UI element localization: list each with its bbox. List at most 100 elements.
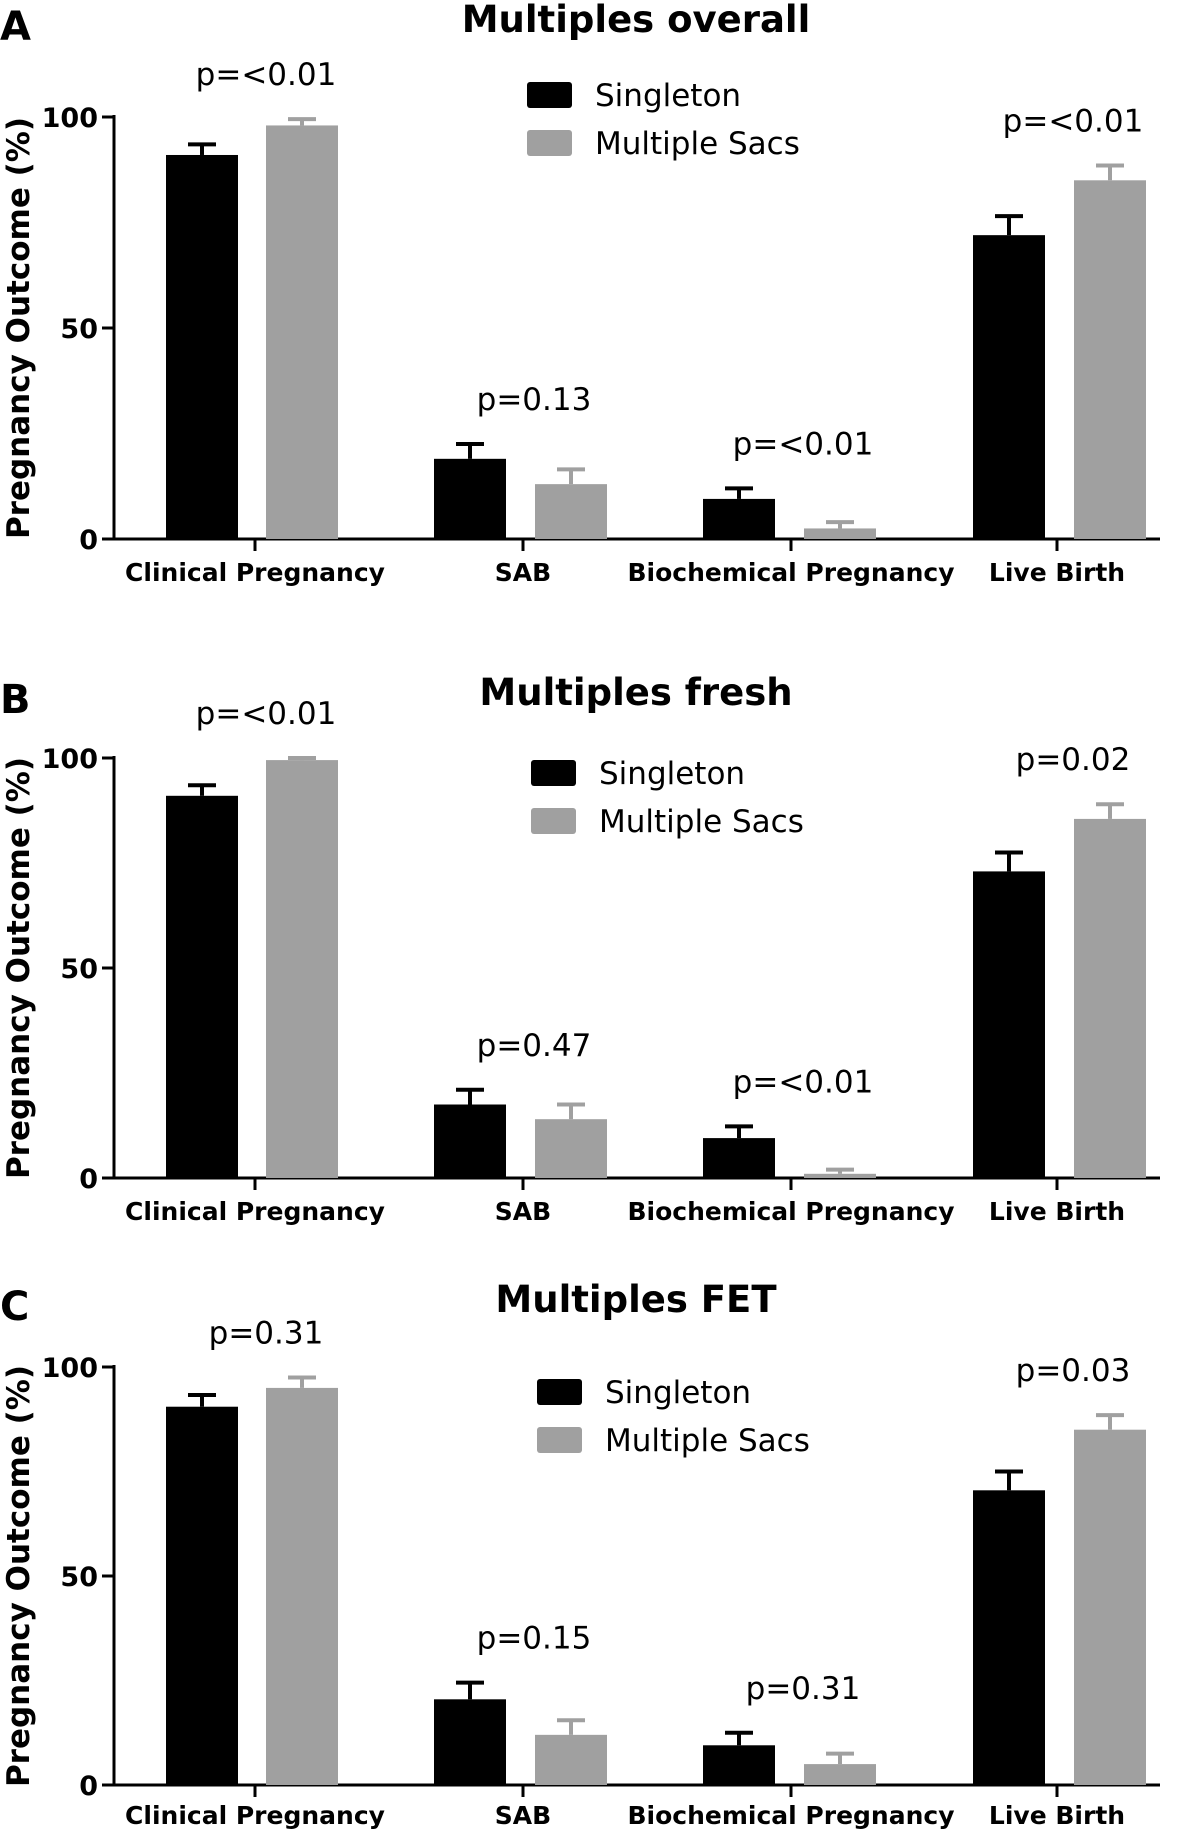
- panel-c-bar-multiple-sacs-sab: [535, 1734, 607, 1785]
- panel-a: A Multiples overall Pregnancy Outcome (%) 0…: [0, 0, 1160, 587]
- panel-c-bar-singleton-live-birth: [973, 1490, 1045, 1785]
- panel-b-bar-singleton-biochemical-pregnancy: [703, 1138, 775, 1178]
- panel-a-legend-label-multiple-sacs: Multiple Sacs: [595, 126, 800, 162]
- panel-a-error-bar-singleton-clinical-pregnancy: [188, 142, 216, 155]
- panel-a-error-bar-multiple-sacs-sab: [557, 467, 585, 485]
- panel-c-error-bar-multiple-sacs-sab: [557, 1718, 585, 1735]
- panel-c-error-bar-multiple-sacs-live-birth: [1096, 1413, 1124, 1430]
- panel-a-bar-multiple-sacs-clinical-pregnancy: [266, 125, 338, 539]
- panel-b-error-bar-singleton-live-birth: [995, 850, 1023, 872]
- panel-b-y-tick-label-50: 50: [60, 954, 98, 985]
- panel-b-legend: Singleton Multiple Sacs: [531, 756, 804, 840]
- panel-b: B Multiples fresh Pregnancy Outcome (%) 0 50…: [0, 671, 1160, 1226]
- panel-a-legend-swatch-singleton: [527, 82, 572, 108]
- panel-c-bar-multiple-sacs-clinical-pregnancy: [266, 1387, 338, 1785]
- panel-b-category-label-biochemical-pregnancy: Biochemical Pregnancy: [627, 1197, 954, 1226]
- panel-b-p-value-sab: p=0.47: [477, 1028, 592, 1064]
- panel-c-y-axis-label: Pregnancy Outcome (%): [1, 1365, 37, 1787]
- panel-a-bar-multiple-sacs-live-birth: [1074, 180, 1146, 540]
- panel-a-title: Multiples overall: [462, 0, 811, 41]
- panel-b-error-bar-singleton-clinical-pregnancy: [188, 783, 216, 796]
- panel-b-category-label-clinical-pregnancy: Clinical Pregnancy: [125, 1197, 385, 1226]
- panel-a-legend-swatch-multiple-sacs: [527, 130, 572, 156]
- panel-c-legend: Singleton Multiple Sacs: [537, 1375, 810, 1459]
- panel-b-bar-singleton-live-birth: [973, 871, 1045, 1178]
- panel-b-error-bar-multiple-sacs-sab: [557, 1102, 585, 1120]
- panel-a-bar-singleton-clinical-pregnancy: [166, 154, 238, 540]
- panel-b-legend-swatch-singleton: [531, 760, 576, 786]
- panel-c-bar-multiple-sacs-live-birth: [1074, 1429, 1146, 1785]
- panel-a-y-tick-label-50: 50: [60, 314, 98, 345]
- panel-a-p-value-clinical-pregnancy: p=<0.01: [196, 57, 337, 93]
- panel-b-y-axis-label: Pregnancy Outcome (%): [1, 757, 37, 1179]
- panel-a-p-value-sab: p=0.13: [477, 382, 592, 418]
- panel-a-y-axis-label: Pregnancy Outcome (%): [1, 117, 37, 539]
- panel-b-bar-singleton-sab: [434, 1104, 506, 1178]
- panel-c-error-bar-multiple-sacs-clinical-pregnancy: [288, 1375, 316, 1388]
- panel-a-y-tick-label-0: 0: [79, 525, 98, 556]
- panel-b-category-label-sab: SAB: [495, 1197, 551, 1226]
- panel-a-category-label-clinical-pregnancy: Clinical Pregnancy: [125, 558, 385, 587]
- panel-b-bar-multiple-sacs-live-birth: [1074, 818, 1146, 1178]
- panel-a-bar-singleton-live-birth: [973, 235, 1045, 539]
- panel-c-category-label-clinical-pregnancy: Clinical Pregnancy: [125, 1801, 385, 1830]
- panel-a-bar-singleton-biochemical-pregnancy: [703, 498, 775, 539]
- panel-a-error-bar-singleton-biochemical-pregnancy: [725, 486, 753, 499]
- panel-b-bar-multiple-sacs-sab: [535, 1119, 607, 1178]
- panel-a-category-label-live-birth: Live Birth: [989, 558, 1125, 587]
- panel-c-p-value-sab: p=0.15: [477, 1621, 592, 1657]
- panel-a-error-bar-singleton-sab: [456, 442, 484, 459]
- panel-b-p-value-live-birth: p=0.02: [1016, 742, 1131, 778]
- panel-c-p-value-clinical-pregnancy: p=0.31: [209, 1315, 324, 1351]
- panel-a-error-bar-singleton-live-birth: [995, 214, 1023, 236]
- panel-c-category-label-biochemical-pregnancy: Biochemical Pregnancy: [627, 1801, 954, 1830]
- panel-b-error-bar-multiple-sacs-clinical-pregnancy: [288, 756, 316, 761]
- panel-b-bar-multiple-sacs-biochemical-pregnancy: [804, 1173, 876, 1178]
- panel-c-legend-swatch-singleton: [537, 1379, 582, 1405]
- panel-c-bar-singleton-clinical-pregnancy: [166, 1406, 238, 1785]
- panel-a-error-bar-multiple-sacs-clinical-pregnancy: [288, 117, 316, 126]
- panel-b-legend-label-multiple-sacs: Multiple Sacs: [599, 804, 804, 840]
- panel-a-p-value-biochemical-pregnancy: p=<0.01: [733, 426, 874, 462]
- panel-b-y-tick-label-100: 100: [42, 744, 98, 775]
- panel-c: C Multiples FET Pregnancy Outcome (%) 0 50 10…: [0, 1278, 1160, 1830]
- panel-a-category-label-biochemical-pregnancy: Biochemical Pregnancy: [627, 558, 954, 587]
- panel-a-error-bar-multiple-sacs-biochemical-pregnancy: [826, 520, 854, 529]
- panel-b-error-bar-multiple-sacs-biochemical-pregnancy: [826, 1167, 854, 1174]
- panel-b-bar-multiple-sacs-clinical-pregnancy: [266, 760, 338, 1178]
- panel-b-title: Multiples fresh: [479, 671, 792, 714]
- panel-c-bar-singleton-sab: [434, 1699, 506, 1785]
- panel-a-bar-multiple-sacs-biochemical-pregnancy: [804, 528, 876, 539]
- panel-c-legend-swatch-multiple-sacs: [537, 1427, 582, 1453]
- panel-c-error-bar-singleton-biochemical-pregnancy: [725, 1730, 753, 1746]
- panel-b-error-bar-singleton-biochemical-pregnancy: [725, 1124, 753, 1139]
- panel-a-legend-label-singleton: Singleton: [595, 78, 741, 114]
- panel-b-letter: B: [0, 677, 31, 723]
- panel-b-p-value-biochemical-pregnancy: p=<0.01: [733, 1064, 874, 1100]
- panel-c-error-bar-singleton-clinical-pregnancy: [188, 1393, 216, 1407]
- panel-b-category-label-live-birth: Live Birth: [989, 1197, 1125, 1226]
- panel-b-legend-swatch-multiple-sacs: [531, 808, 576, 834]
- panel-a-error-bar-multiple-sacs-live-birth: [1096, 163, 1124, 181]
- panel-b-y-tick-label-0: 0: [79, 1164, 98, 1195]
- panel-a-legend: Singleton Multiple Sacs: [527, 78, 800, 162]
- panel-a-bar-singleton-sab: [434, 458, 506, 539]
- panel-c-title: Multiples FET: [495, 1278, 777, 1321]
- panel-c-legend-label-singleton: Singleton: [605, 1375, 751, 1411]
- panel-a-category-label-sab: SAB: [495, 558, 551, 587]
- panel-b-error-bar-singleton-sab: [456, 1087, 484, 1105]
- panel-c-error-bar-singleton-live-birth: [995, 1469, 1023, 1491]
- panel-c-p-value-live-birth: p=0.03: [1016, 1353, 1131, 1389]
- panel-a-letter: A: [0, 4, 31, 50]
- panel-a-bar-multiple-sacs-sab: [535, 484, 607, 539]
- panel-b-error-bar-multiple-sacs-live-birth: [1096, 802, 1124, 819]
- panel-c-y-tick-label-100: 100: [42, 1353, 98, 1384]
- panel-b-p-value-clinical-pregnancy: p=<0.01: [196, 696, 337, 732]
- panel-a-y-tick-label-100: 100: [42, 103, 98, 134]
- panel-a-p-value-live-birth: p=<0.01: [1003, 104, 1144, 140]
- panel-c-letter: C: [0, 1284, 29, 1330]
- panel-c-category-label-sab: SAB: [495, 1801, 551, 1830]
- panel-c-legend-label-multiple-sacs: Multiple Sacs: [605, 1423, 810, 1459]
- panel-c-p-value-biochemical-pregnancy: p=0.31: [746, 1671, 861, 1707]
